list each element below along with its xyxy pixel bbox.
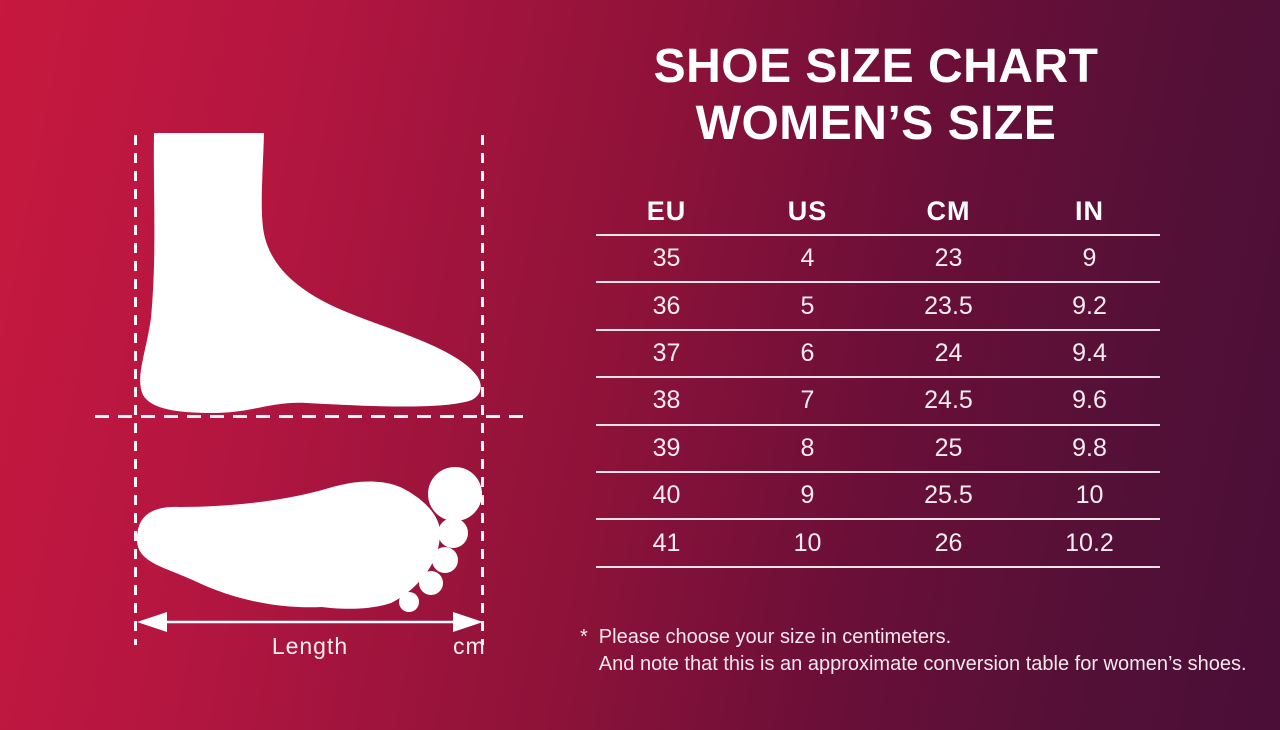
page-title: SHOE SIZE CHART WOMEN’S SIZE — [566, 38, 1186, 152]
table-cell: 9.2 — [1072, 291, 1107, 320]
footnote-line-2: And note that this is an approximate con… — [598, 653, 1247, 675]
table-cell: 24 — [934, 338, 963, 367]
table-cell: 38 — [652, 386, 681, 415]
table-cell: 35 — [652, 244, 681, 273]
table-header-cell: CM — [926, 196, 971, 226]
table-cell: 7 — [800, 386, 815, 415]
table-cell: 23.5 — [924, 291, 973, 320]
table-cell: 23 — [934, 244, 963, 273]
table-row: 37 6 24 9.4 — [596, 331, 1160, 379]
table-cell: 39 — [652, 433, 681, 462]
table-header-cell: US — [787, 196, 828, 226]
length-label: Length — [271, 633, 349, 659]
table-cell: 9.4 — [1072, 338, 1107, 367]
table-header-row: EU US CM IN — [596, 189, 1160, 236]
table-body: 35 4 23 9 36 5 23.5 9.2 37 6 24 9.4 38 7 24.5 9.6 39 8 25 9… — [596, 236, 1160, 568]
table-cell: 9.6 — [1072, 386, 1107, 415]
table-row: 41 10 26 10.2 — [596, 520, 1160, 568]
foot-side-silhouette-icon — [137, 133, 483, 417]
table-cell: 25.5 — [924, 481, 973, 510]
table-cell: 9.8 — [1072, 433, 1107, 462]
table-cell: 37 — [652, 338, 681, 367]
table-cell: 10 — [1075, 481, 1104, 510]
table-cell: 9 — [800, 481, 815, 510]
table-cell: 9 — [1082, 244, 1097, 273]
title-line-2: WOMEN’S SIZE — [695, 97, 1057, 150]
table-cell: 10.2 — [1065, 528, 1114, 557]
table-row: 39 8 25 9.8 — [596, 426, 1160, 473]
footnote-lines: Please choose your size in centimeters. … — [599, 624, 1247, 678]
table-cell: 5 — [800, 291, 815, 320]
table-cell: 24.5 — [924, 386, 973, 415]
table-cell: 36 — [652, 291, 681, 320]
table-cell: 10 — [793, 528, 822, 557]
table-cell: 25 — [934, 433, 963, 462]
unit-label: cm — [453, 633, 486, 659]
footnote: * Please choose your size in centimeters… — [580, 624, 1270, 678]
table-header-cell: EU — [646, 196, 687, 226]
title-line-1: SHOE SIZE CHART — [653, 40, 1099, 93]
table-row: 36 5 23.5 9.2 — [596, 283, 1160, 331]
measure-baseline — [95, 415, 527, 418]
table-cell: 6 — [800, 338, 815, 367]
footprint-silhouette-icon — [137, 461, 483, 616]
measure-guide-line-right — [481, 135, 484, 645]
length-measure-arrow-icon — [137, 608, 483, 636]
table-cell: 4 — [800, 244, 815, 273]
table-cell: 8 — [800, 433, 815, 462]
footnote-line-1: Please choose your size in centimeters. — [598, 626, 952, 648]
table-row: 40 9 25.5 10 — [596, 473, 1160, 521]
table-cell: 40 — [652, 481, 681, 510]
footnote-marker: * — [580, 626, 588, 648]
measure-guide-line-left — [134, 135, 137, 645]
table-row: 35 4 23 9 — [596, 236, 1160, 284]
size-table: EU US CM IN 35 4 23 9 36 5 23.5 9.2 37 6 24 9.4 38 7 24.5… — [596, 189, 1160, 568]
table-cell: 41 — [652, 528, 681, 557]
table-row: 38 7 24.5 9.6 — [596, 378, 1160, 426]
table-header-cell: IN — [1075, 196, 1104, 226]
table-cell: 26 — [934, 528, 963, 557]
